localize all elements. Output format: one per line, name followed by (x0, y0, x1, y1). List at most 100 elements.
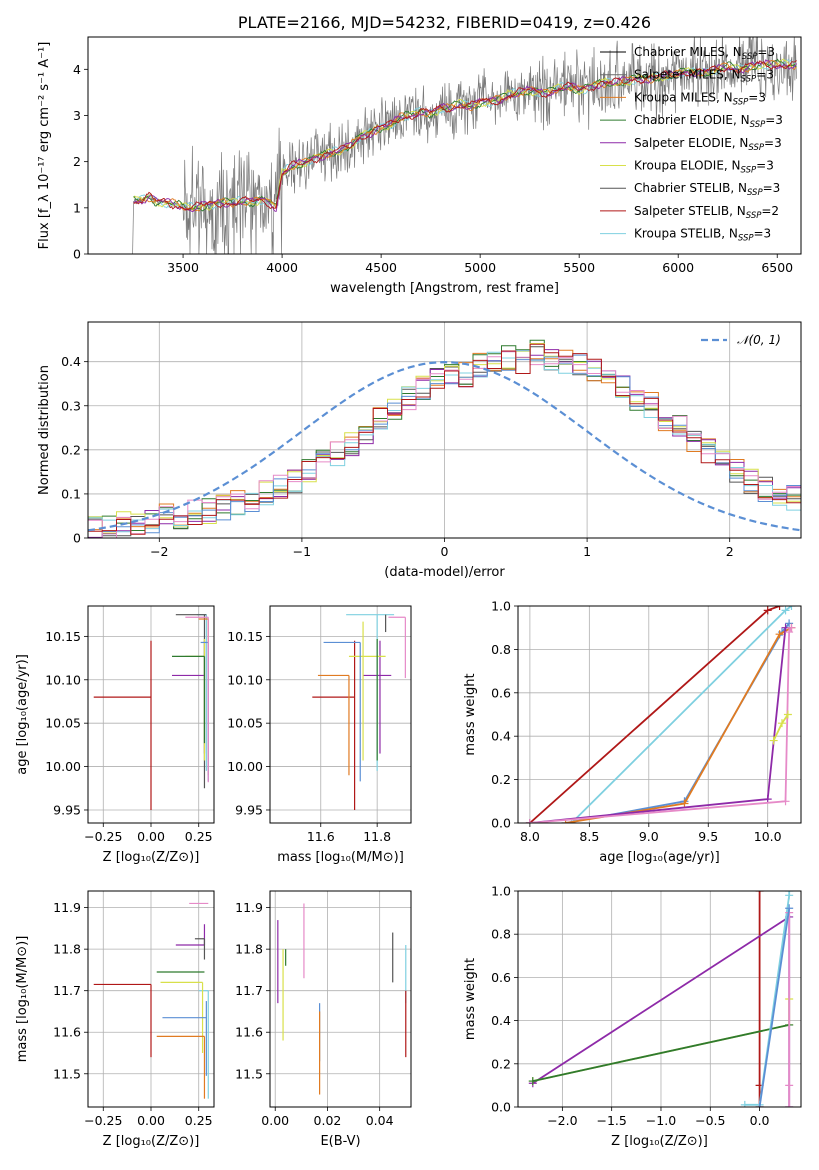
y-tick-label: 0.8 (491, 642, 511, 657)
y-tick-label: 0.2 (61, 442, 81, 457)
histogram-step (88, 350, 801, 538)
x-tick-label: 0.25 (185, 829, 213, 844)
mass-weight-line (570, 606, 793, 823)
error-bar-point (323, 641, 361, 782)
x-tick-label: 0.00 (137, 1113, 165, 1128)
x-tick-label: 4000 (266, 260, 298, 275)
mass-weight-line (758, 908, 791, 1107)
x-tick-label: 8.0 (520, 829, 540, 844)
x-tick-label: 0.0 (750, 1113, 770, 1128)
error-bar-point (175, 924, 206, 946)
y-tick-label: 0.4 (491, 729, 511, 744)
mass-weight-marker (775, 630, 784, 639)
y-tick-label: 11.5 (53, 1066, 81, 1081)
mass-weight-marker (785, 1103, 794, 1107)
mass-weight-marker (528, 1077, 537, 1086)
error-bar-point (156, 1035, 206, 1099)
error-bar-point (93, 640, 152, 810)
x-tick-label: −2.0 (547, 1113, 577, 1128)
y-tick-label: 0.6 (491, 685, 511, 700)
error-bar-point (348, 621, 386, 761)
plot-area (127, 37, 797, 254)
legend-entry: Chabrier STELIB, NSSP=3 (634, 181, 780, 198)
plot-area (88, 339, 801, 538)
x-tick-label: 1 (583, 544, 591, 559)
error-bar-point (194, 938, 206, 960)
y-tick-label: 0.4 (61, 354, 81, 369)
plot-area (93, 614, 209, 810)
mass-weight-marker (785, 1081, 794, 1090)
axes-frame (517, 890, 802, 1108)
y-tick-label: 0.3 (61, 398, 81, 413)
y-axis-label: age [log₁₀(age/yr)] (15, 654, 30, 775)
mass-weight-marker (783, 710, 792, 719)
y-tick-label: 10.00 (45, 759, 81, 774)
y-tick-label: 11.8 (235, 942, 263, 957)
y-axis-label: Flux [f_λ 10⁻¹⁷ erg cm⁻² s⁻¹ A⁻¹] (37, 42, 52, 250)
y-tick-label: 1.0 (491, 884, 511, 899)
mass-weight-marker (740, 1100, 749, 1107)
x-axis-label: Z [log₁₀(Z/Z⊙)] (103, 850, 200, 865)
plot-area (277, 903, 407, 1095)
x-tick-label: −1.5 (596, 1113, 626, 1128)
error-bar-point (185, 638, 206, 761)
x-tick-label: 8.5 (579, 829, 599, 844)
y-tick-label: 0.6 (491, 970, 511, 985)
legend: Chabrier MILES, NSSP=3 Salpeter MILES, NS… (600, 45, 783, 244)
x-tick-label: 10.0 (754, 829, 782, 844)
mass-weight-marker (785, 891, 794, 895)
x-tick-label: 9.0 (639, 829, 659, 844)
y-tick-label: 4 (73, 62, 81, 77)
x-tick-label: 6500 (761, 260, 793, 275)
x-tick-label: 2 (726, 544, 734, 559)
legend-entry: Salpeter MILES, NSSP=3 (634, 68, 774, 85)
y-tick-label: 1.0 (491, 599, 511, 614)
y-tick-label: 11.5 (235, 1066, 263, 1081)
y-tick-label: 10.00 (227, 759, 263, 774)
x-tick-label: 0.00 (261, 1113, 289, 1128)
y-tick-label: 9.95 (235, 802, 263, 817)
histogram-step (88, 349, 801, 538)
y-tick-label: 9.95 (53, 802, 81, 817)
mass-weight-marker (787, 623, 796, 632)
y-tick-label: 0.0 (491, 1100, 511, 1115)
model-spectrum-line (133, 59, 797, 212)
mass-weight-line (565, 622, 790, 823)
legend-entry: Kroupa ELODIE, NSSP=3 (634, 159, 774, 176)
x-tick-label: 11.6 (307, 829, 335, 844)
panel-mass-vs-Z: −0.25 0.00 0.25 11.5 11.6 11.7 11.8 11.9 Z [log₁… (15, 890, 215, 1149)
mass-weight-marker (769, 736, 778, 745)
error-bar-point (162, 1001, 207, 1076)
panel-age-vs-Z: −0.25 0.00 0.25 9.95 10.00 10.05 10.10 10.15 Z [… (15, 605, 215, 865)
y-tick-label: 11.9 (235, 900, 263, 915)
mass-weight-line (744, 891, 791, 1106)
error-bar-point (317, 674, 350, 776)
error-bar-point (346, 614, 395, 771)
panel-age-vs-mass: 11.6 11.8 9.95 10.00 10.05 10.10 10.15 mass [lo… (227, 605, 412, 865)
y-tick-label: 2 (73, 154, 81, 169)
mass-weight-marker (525, 819, 534, 823)
x-axis-label: Z [log₁₀(Z/Z⊙)] (611, 1134, 708, 1149)
axes-frame (517, 605, 802, 824)
y-tick-label: 10.10 (227, 672, 263, 687)
legend: 𝒩(0, 1) (701, 333, 781, 347)
mass-weight-marker (781, 606, 790, 615)
y-tick-label: 0.1 (61, 486, 81, 501)
x-tick-label: 0 (441, 544, 449, 559)
histogram-step (88, 343, 801, 538)
error-bar-point (388, 616, 406, 679)
x-axis-label: mass [log₁₀(M/M⊙)] (277, 850, 404, 865)
axes-frame (269, 890, 412, 1108)
plot-area (312, 614, 406, 810)
y-axis-label: mass weight (463, 958, 478, 1040)
histogram-step (88, 343, 801, 538)
y-tick-label: 11.6 (53, 1025, 81, 1040)
y-axis-label: mass weight (463, 673, 478, 755)
error-bar-point (175, 614, 207, 789)
y-tick-label: 0 (73, 247, 81, 262)
x-tick-label: 0.04 (366, 1113, 394, 1128)
x-tick-label: −0.25 (84, 829, 122, 844)
mass-weight-marker (781, 797, 790, 806)
mass-weight-marker (755, 891, 764, 895)
